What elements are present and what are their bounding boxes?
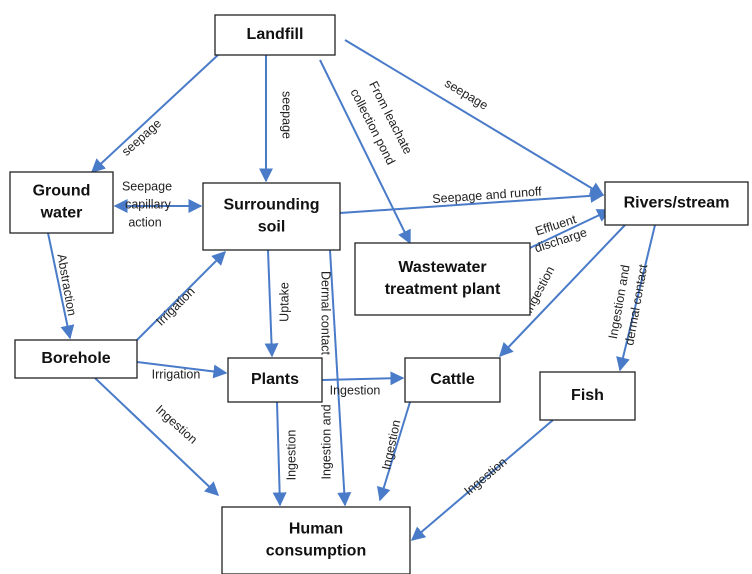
- node-label: Wastewater: [398, 259, 486, 276]
- edge-label: seepage: [280, 91, 294, 139]
- arrow: [264, 249, 279, 358]
- node-box: [604, 181, 749, 226]
- node-label: water: [40, 205, 83, 222]
- node-label: Surrounding: [224, 197, 320, 214]
- edge-label: capillary: [125, 197, 172, 211]
- edge-label: Uptake: [277, 282, 291, 322]
- node-box: [354, 242, 531, 316]
- arrow: [376, 401, 411, 502]
- edge-label: Irrigation: [152, 367, 201, 381]
- edge-label: action: [128, 215, 161, 229]
- node-box: [404, 357, 501, 403]
- node-label: Borehole: [41, 350, 110, 367]
- nodes: Landfill Ground water Surrounding soil Rivers…: [9, 14, 749, 574]
- edge-label: seepage: [119, 116, 164, 159]
- edge-label: Ingestion: [462, 455, 510, 498]
- arrow: [410, 419, 554, 541]
- arrow: [616, 224, 656, 372]
- arrow: [514, 209, 612, 256]
- arrow: [47, 232, 75, 340]
- node-label: treatment plant: [385, 281, 501, 298]
- node-label: soil: [258, 219, 286, 236]
- arrow: [136, 361, 228, 379]
- edge-label: Seepage: [122, 179, 172, 193]
- node-box: [9, 171, 114, 234]
- edge-label: seepage: [442, 76, 490, 113]
- node-label: Cattle: [430, 371, 475, 388]
- arrow: [90, 54, 219, 173]
- arrow: [339, 188, 605, 214]
- node-label: Plants: [251, 371, 299, 388]
- node-label: Landfill: [247, 26, 304, 43]
- arrow: [94, 377, 220, 496]
- node-box: [539, 371, 636, 421]
- node-box: [214, 14, 336, 56]
- node-label: Human: [289, 521, 343, 538]
- node-label: Ground: [33, 183, 91, 200]
- edge-label: Ingestion and: [319, 404, 333, 479]
- node-label: Fish: [571, 387, 604, 404]
- arrow: [329, 249, 352, 507]
- node-box: [221, 506, 411, 574]
- edge-label: Dermal contact: [319, 271, 333, 356]
- edge-label: Ingestion: [379, 419, 403, 472]
- edge-label: Irrigation: [153, 284, 197, 328]
- arrow: [321, 371, 405, 386]
- arrow: [344, 39, 605, 196]
- arrow: [319, 59, 411, 245]
- arrow: [272, 401, 287, 507]
- node-box: [14, 339, 138, 379]
- edge-label: Ingestion: [284, 430, 298, 481]
- node-box: [202, 182, 341, 251]
- edge-label: Ingestion: [330, 383, 381, 397]
- arrow: [499, 224, 626, 358]
- arrow: [136, 251, 226, 341]
- node-label: consumption: [266, 543, 366, 560]
- node-label: Rivers/stream: [624, 195, 730, 212]
- node-box: [227, 357, 323, 403]
